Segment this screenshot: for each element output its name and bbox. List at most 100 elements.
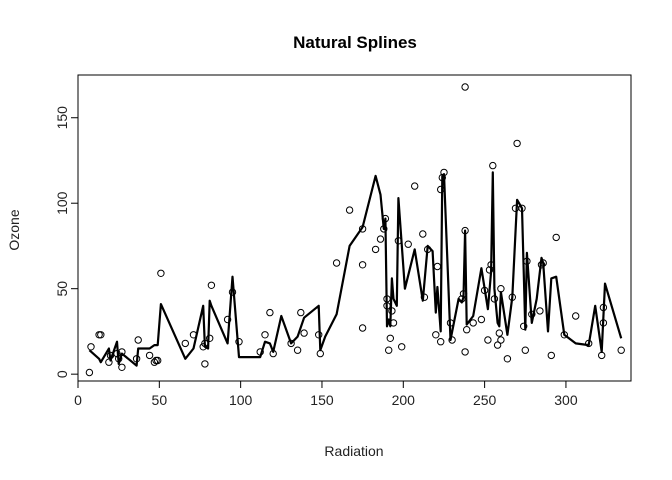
data-point	[154, 356, 162, 365]
x-tick-label: 200	[392, 392, 416, 408]
data-point	[599, 319, 608, 327]
data-point	[206, 334, 214, 342]
y-tick-label: 150	[54, 106, 70, 130]
data-point	[106, 351, 115, 360]
data-point	[315, 331, 323, 339]
data-point	[358, 261, 367, 269]
data-point	[523, 257, 531, 265]
data-point	[419, 230, 427, 238]
data-point	[432, 331, 440, 339]
spline-line	[88, 171, 623, 367]
data-point	[518, 204, 526, 213]
x-tick-label: 100	[229, 392, 253, 408]
data-point	[157, 269, 165, 277]
data-point	[484, 336, 492, 344]
y-tick-label: 100	[54, 191, 70, 215]
data-point	[199, 343, 207, 351]
data-point	[537, 261, 546, 269]
data-point	[458, 295, 466, 303]
data-point	[440, 168, 448, 177]
data-point	[235, 338, 243, 346]
data-point	[497, 285, 505, 293]
chart-title: Natural Splines	[293, 33, 417, 52]
data-point	[424, 245, 432, 254]
data-point	[201, 360, 209, 368]
data-point	[300, 329, 308, 337]
data-point	[411, 182, 419, 190]
data-point	[145, 351, 154, 360]
data-point	[381, 214, 390, 223]
y-tick-label: 50	[54, 281, 70, 297]
data-point	[513, 139, 521, 148]
data-point	[386, 334, 394, 342]
data-point	[358, 225, 367, 233]
data-point	[463, 326, 471, 334]
data-point	[380, 225, 388, 233]
x-tick-label: 250	[473, 392, 497, 408]
data-point	[459, 290, 468, 298]
data-point	[316, 349, 324, 358]
data-point	[520, 322, 528, 330]
data-point	[404, 240, 412, 248]
data-point	[293, 346, 302, 354]
data-point	[97, 331, 105, 339]
axis-ticks: 0 50 100 150 200 250 300 0 50 100 150	[54, 106, 578, 408]
data-point	[547, 351, 555, 360]
data-point	[115, 355, 123, 363]
data-point	[398, 343, 406, 351]
data-point	[223, 315, 232, 324]
data-point	[433, 262, 442, 271]
data-point	[261, 331, 269, 339]
data-point	[461, 226, 469, 235]
data-point	[269, 349, 277, 358]
data-point	[105, 358, 113, 366]
data-point	[446, 319, 455, 327]
data-point	[358, 324, 367, 332]
data-point	[201, 339, 209, 348]
data-point	[383, 295, 391, 303]
data-point	[256, 348, 264, 356]
data-point	[87, 343, 95, 351]
data-point	[189, 331, 198, 339]
data-points	[85, 83, 625, 377]
data-point	[437, 185, 445, 194]
data-point	[385, 346, 393, 354]
spline-fit	[88, 171, 623, 367]
data-point	[389, 319, 398, 327]
data-point	[521, 346, 529, 354]
data-point	[508, 293, 516, 301]
data-point	[394, 237, 403, 245]
data-point	[480, 286, 489, 295]
x-tick-label: 50	[152, 392, 168, 408]
data-point	[345, 206, 354, 214]
data-point	[528, 310, 536, 318]
data-point	[134, 336, 142, 344]
data-point	[598, 351, 606, 360]
data-point	[617, 346, 625, 354]
data-point	[420, 293, 429, 301]
data-point	[371, 245, 380, 254]
data-point	[585, 339, 593, 348]
data-point	[490, 295, 499, 303]
data-point	[539, 259, 547, 267]
data-point	[485, 266, 494, 274]
data-point	[332, 259, 341, 267]
data-point	[461, 83, 469, 91]
data-point	[438, 173, 446, 182]
plot-frame	[77, 74, 632, 382]
data-point	[599, 303, 608, 312]
data-point	[552, 233, 560, 242]
data-point	[132, 355, 141, 363]
data-point	[536, 307, 544, 315]
data-point	[181, 339, 190, 348]
data-point	[560, 331, 568, 339]
data-point	[118, 348, 126, 356]
data-point	[469, 319, 477, 327]
data-point	[228, 288, 237, 296]
data-point	[266, 308, 274, 317]
data-point	[113, 349, 121, 358]
data-point	[297, 308, 305, 317]
data-point	[493, 341, 502, 349]
